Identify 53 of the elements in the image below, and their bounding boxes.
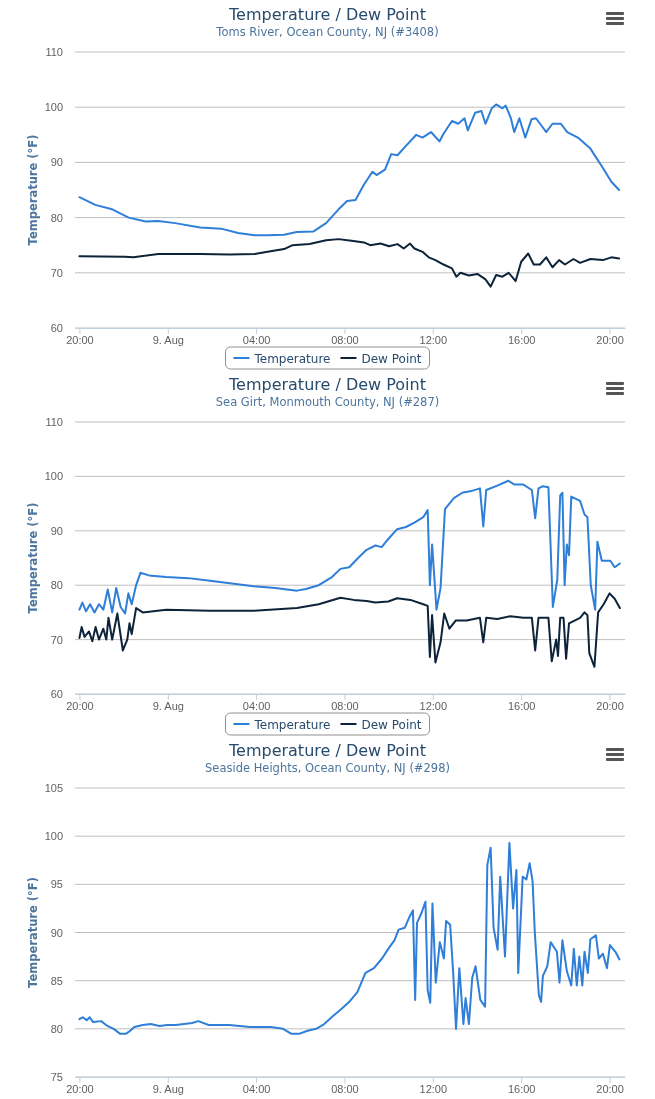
y-axis-title: Temperature (°F)	[26, 877, 40, 988]
y-tick-label: 105	[44, 782, 63, 795]
x-tick-label: 20:00	[66, 1082, 94, 1095]
y-tick-label: 100	[44, 470, 63, 483]
y-tick-label: 90	[50, 926, 63, 939]
y-axis-title: Temperature (°F)	[26, 502, 40, 614]
x-tick-label: 12:00	[419, 1082, 448, 1095]
x-tick-label: 04:00	[242, 699, 271, 712]
chart-subtitle: Sea Girt, Monmouth County, NJ (#287)	[215, 395, 440, 409]
y-tick-label: 80	[50, 579, 63, 592]
y-tick-label: 110	[45, 416, 63, 429]
y-tick-label: 100	[44, 830, 63, 843]
y-tick-label: 90	[50, 524, 63, 537]
x-tick-label: 20:00	[596, 333, 624, 346]
y-tick-label: 70	[50, 266, 63, 279]
chart-title: Temperature / Dew Point	[228, 5, 426, 24]
x-tick-label: 20:00	[66, 699, 94, 712]
y-tick-label: 80	[50, 1022, 63, 1035]
legend-label: Temperature	[253, 351, 331, 366]
chart-title: Temperature / Dew Point	[228, 741, 426, 760]
y-tick-label: 80	[50, 211, 63, 224]
x-tick-label: 20:00	[66, 333, 94, 346]
x-tick-label: 9. Aug	[152, 333, 184, 346]
legend-label: Dew Point	[361, 717, 422, 732]
x-tick-label: 9. Aug	[152, 699, 184, 712]
x-tick-label: 20:00	[596, 699, 624, 712]
x-tick-label: 12:00	[419, 333, 448, 346]
x-tick-label: 20:00	[596, 1082, 624, 1095]
y-axis-title: Temperature (°F)	[26, 134, 40, 246]
x-tick-label: 16:00	[507, 333, 536, 346]
x-tick-label: 08:00	[331, 333, 359, 346]
y-tick-label: 110	[45, 46, 63, 59]
y-tick-label: 60	[50, 322, 63, 335]
x-tick-label: 12:00	[419, 699, 448, 712]
y-tick-label: 95	[50, 878, 63, 891]
x-tick-label: 16:00	[507, 699, 536, 712]
y-tick-label: 75	[50, 1071, 63, 1084]
y-tick-label: 85	[50, 974, 63, 987]
chart-subtitle: Toms River, Ocean County, NJ (#3408)	[215, 25, 439, 39]
y-tick-label: 90	[50, 156, 63, 169]
legend-label: Temperature	[253, 717, 331, 732]
x-tick-label: 9. Aug	[152, 1082, 184, 1095]
x-tick-label: 08:00	[331, 699, 359, 712]
y-tick-label: 60	[50, 688, 63, 701]
y-tick-label: 100	[44, 101, 63, 114]
x-tick-label: 16:00	[507, 1082, 536, 1095]
x-tick-label: 04:00	[242, 1082, 271, 1095]
x-tick-label: 04:00	[242, 333, 271, 346]
y-tick-label: 70	[50, 633, 63, 646]
legend-label: Dew Point	[361, 351, 422, 366]
chart-subtitle: Seaside Heights, Ocean County, NJ (#298)	[205, 761, 450, 775]
chart-title: Temperature / Dew Point	[228, 375, 426, 394]
x-tick-label: 08:00	[331, 1082, 359, 1095]
